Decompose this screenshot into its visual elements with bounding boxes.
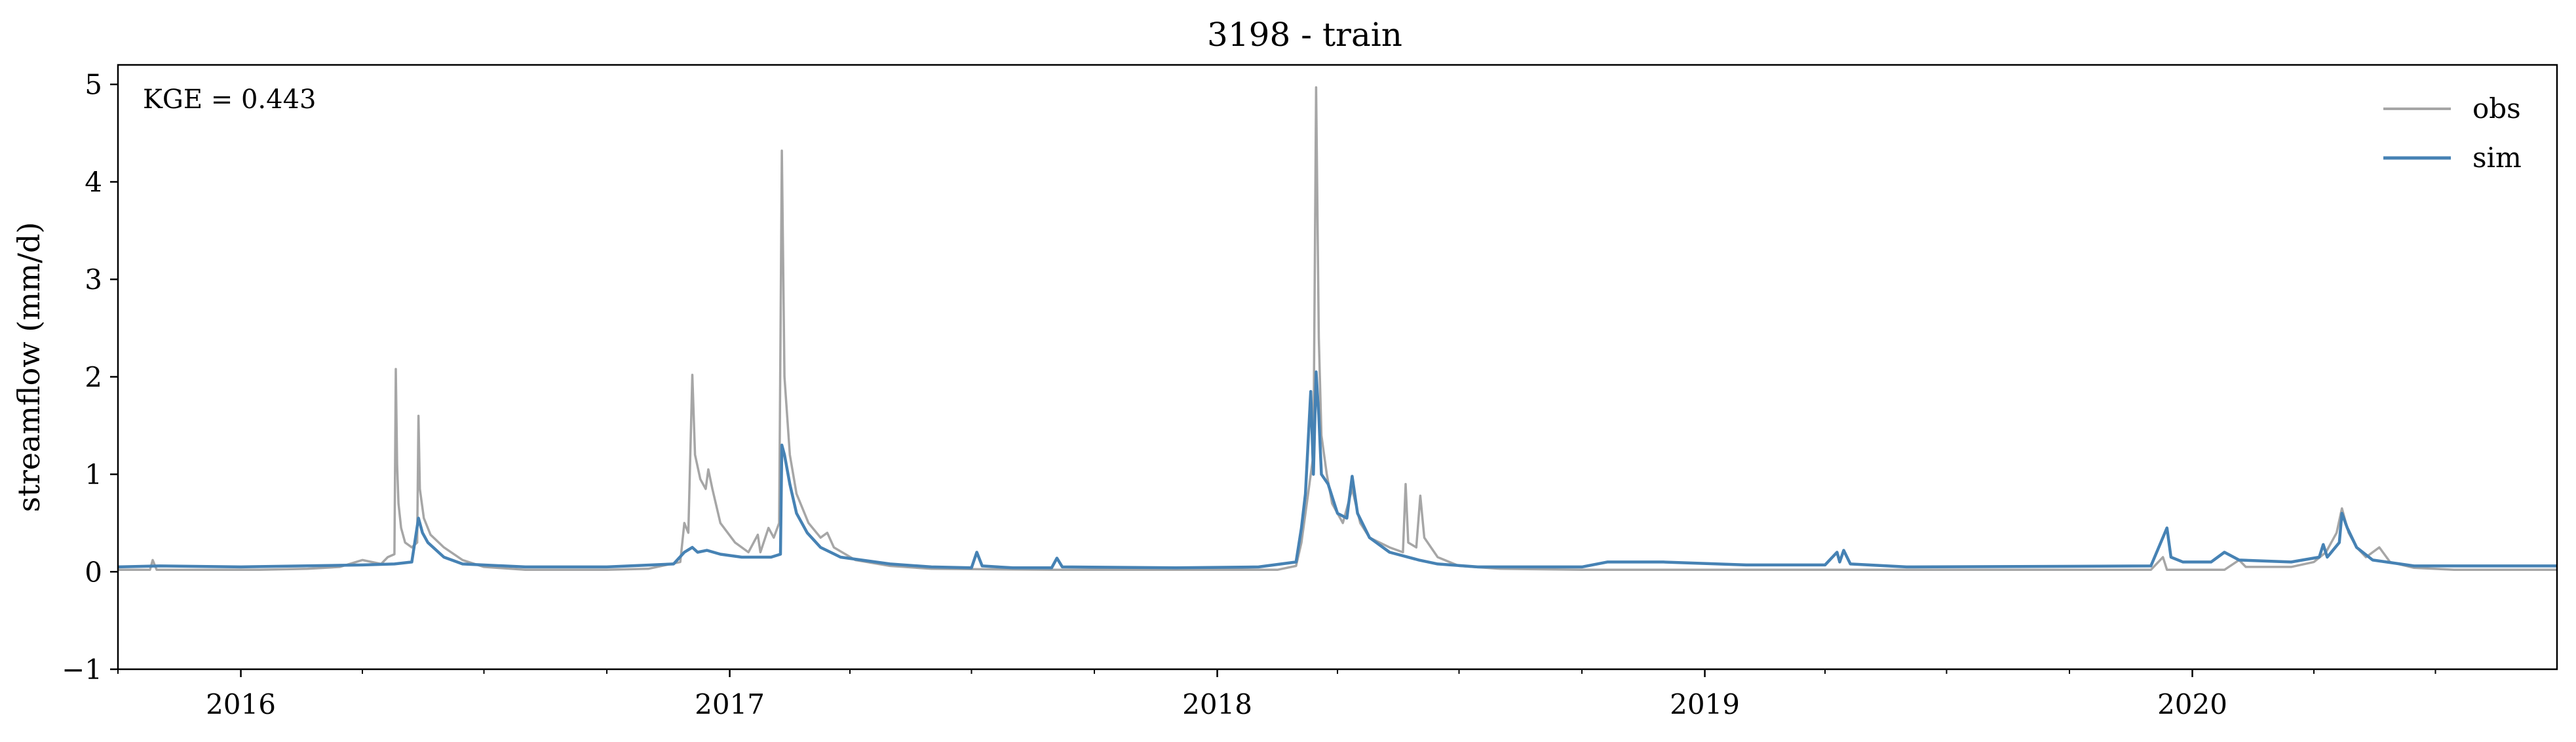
y-tick-label: 0 bbox=[85, 556, 102, 588]
y-tick-label: 5 bbox=[85, 69, 102, 101]
plot-frame bbox=[117, 64, 2558, 671]
legend-label-obs: obs bbox=[2472, 92, 2521, 125]
y-tick-label: 2 bbox=[85, 361, 102, 393]
chart-title: 3198 - train bbox=[1207, 16, 1402, 54]
series-line-sim bbox=[117, 370, 2557, 570]
y-axis-label: streamflow (mm/d) bbox=[11, 222, 47, 513]
y-tick-label: 1 bbox=[85, 459, 102, 491]
y-tick-label: −1 bbox=[62, 654, 102, 686]
legend-label-sim: sim bbox=[2472, 142, 2522, 174]
x-tick-label: 2020 bbox=[2157, 688, 2227, 720]
plot-area: −1 0 1 2 3 4 5 2016 2017 2018 2019 2020 bbox=[62, 64, 2558, 720]
x-tick-label: 2019 bbox=[1670, 688, 1740, 720]
y-axis-ticks: −1 0 1 2 3 4 5 bbox=[62, 69, 118, 686]
y-tick-label: 3 bbox=[85, 264, 102, 296]
y-tick-label: 4 bbox=[85, 166, 102, 198]
x-tick-label: 2018 bbox=[1182, 688, 1252, 720]
series-lines bbox=[117, 86, 2557, 572]
x-tick-label: 2017 bbox=[695, 688, 765, 720]
kge-annotation: KGE = 0.443 bbox=[143, 85, 317, 115]
x-tick-label: 2016 bbox=[206, 688, 276, 720]
x-axis-ticks: 2016 2017 2018 2019 2020 bbox=[117, 669, 2436, 720]
legend: obs sim bbox=[2383, 92, 2522, 174]
